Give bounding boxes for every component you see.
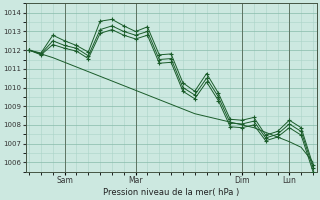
X-axis label: Pression niveau de la mer( hPa ): Pression niveau de la mer( hPa ) (103, 188, 239, 197)
